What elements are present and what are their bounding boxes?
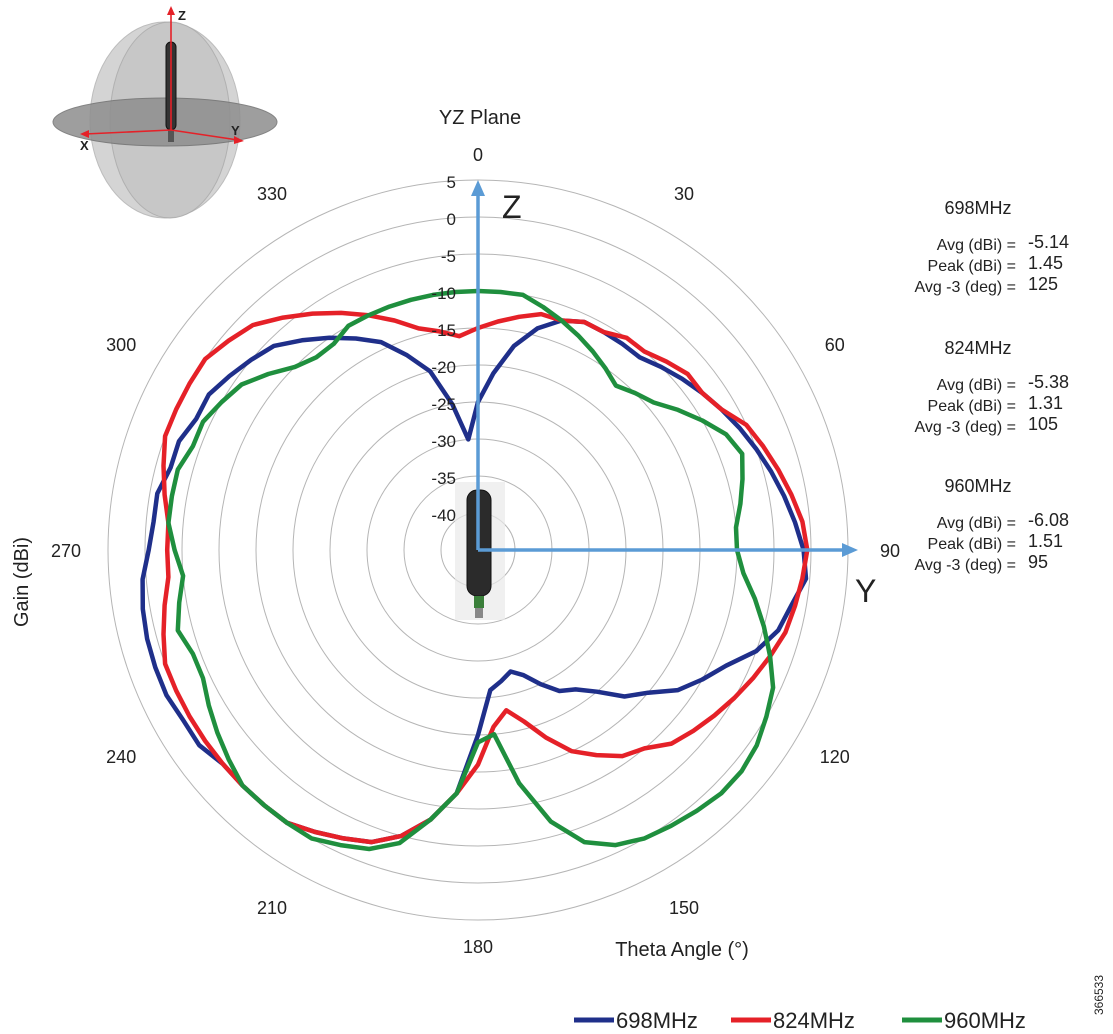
stats-value: -5.14 [1028,232,1069,252]
chart-title: YZ Plane [439,107,521,129]
r-tick-label-1: 0 [447,210,456,229]
y-axis-label: Gain (dBi) [11,537,33,627]
stats-value: 1.31 [1028,393,1063,413]
angle-label-30: 30 [674,184,694,204]
r-tick-label-7: -30 [431,432,456,451]
stats-label: Peak (dBi) = [928,398,1016,415]
x-axis-label: Theta Angle (°) [615,939,749,961]
stats-value: 1.51 [1028,531,1063,551]
radial-tick-labels: 5 0 -5 -10 -15 -20 -25 -30 -35 -40 [431,173,456,525]
axis-arrows: Z Y [471,180,876,609]
stats-value: 105 [1028,414,1058,434]
r-tick-label-9: -40 [431,506,456,525]
angle-label-150: 150 [669,898,699,918]
legend-label-824MHz: 824MHz [773,1008,855,1033]
angle-label-0: 0 [473,145,483,165]
stats-label: Avg -3 (deg) = [914,557,1016,574]
angle-label-210: 210 [257,898,287,918]
r-tick-label-2: -5 [441,247,456,266]
angle-label-300: 300 [106,335,136,355]
angle-label-240: 240 [106,747,136,767]
inset-y-label: Y [231,123,240,138]
stats-label: Avg (dBi) = [937,515,1016,532]
z-axis-label: Z [502,189,522,225]
r-tick-label-5: -20 [431,358,456,377]
legend: 698MHz 824MHz 960MHz [574,1008,1026,1033]
stats-value: 125 [1028,274,1058,294]
stats-value: 1.45 [1028,253,1063,273]
r-tick-label-3: -10 [431,284,456,303]
stats-value: -5.38 [1028,372,1069,392]
stats-label: Avg (dBi) = [937,377,1016,394]
angle-labels: 0 30 60 90 120 150 180 210 240 270 300 330 [51,145,900,957]
stats-heading-698MHz: 698MHz [944,198,1011,218]
series-line-824MHz [161,310,810,845]
r-tick-label-0: 5 [447,173,456,192]
angle-label-120: 120 [820,747,850,767]
stats-heading-824MHz: 824MHz [944,338,1011,358]
orientation-inset: Z X Y [52,6,278,219]
inset-z-label: Z [178,8,186,23]
r-tick-label-8: -35 [431,469,456,488]
angle-label-330: 330 [257,184,287,204]
y-axis-dir-label: Y [855,573,876,609]
series-line-960MHz [166,288,776,852]
angle-label-90: 90 [880,541,900,561]
figure-id: 366533 [1092,975,1106,1015]
stats-label: Avg (dBi) = [937,237,1016,254]
stats-label: Avg -3 (deg) = [914,419,1016,436]
stats-value: 95 [1028,552,1048,572]
stats-label: Avg -3 (deg) = [914,279,1016,296]
stats-label: Peak (dBi) = [928,258,1016,275]
r-tick-label-4: -15 [431,321,456,340]
stats-panel: 698MHz Avg (dBi) = -5.14 Peak (dBi) = 1.45 Av… [914,198,1069,574]
stats-label: Peak (dBi) = [928,536,1016,553]
inset-x-label: X [80,138,89,153]
angle-label-180: 180 [463,937,493,957]
legend-label-960MHz: 960MHz [944,1008,1026,1033]
angle-label-60: 60 [825,335,845,355]
stats-value: -6.08 [1028,510,1069,530]
stats-heading-960MHz: 960MHz [944,476,1011,496]
r-tick-label-6: -25 [431,395,456,414]
series-group [140,288,810,852]
legend-label-698MHz: 698MHz [616,1008,698,1033]
angle-label-270: 270 [51,541,81,561]
